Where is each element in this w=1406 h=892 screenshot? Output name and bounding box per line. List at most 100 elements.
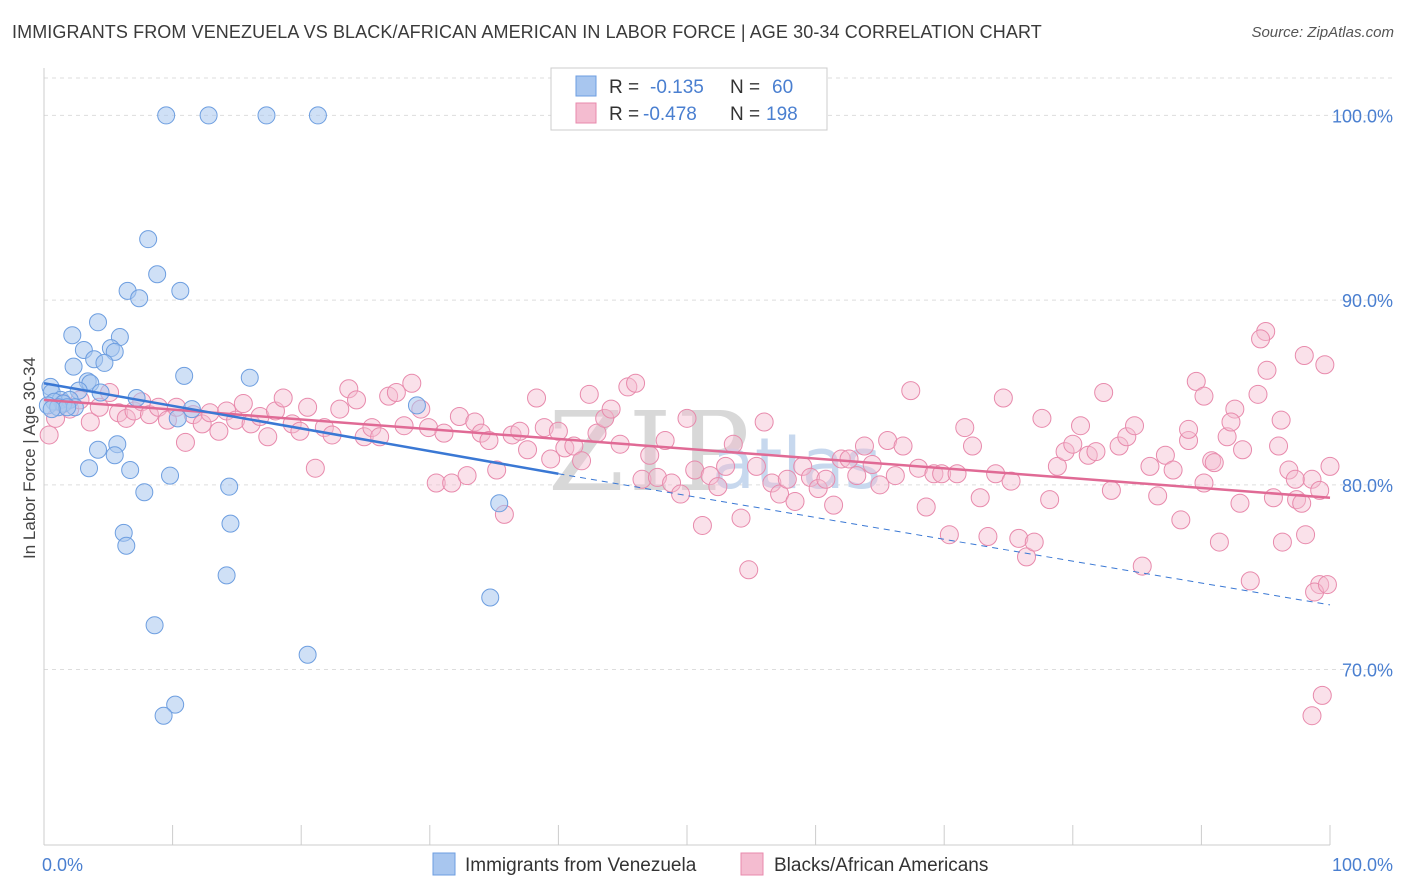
data-point-blacks (870, 475, 890, 495)
data-point-blacks (955, 418, 975, 438)
data-point-venezuela (130, 289, 149, 308)
watermark-atlas: atlas (712, 423, 881, 505)
data-point-blacks (39, 425, 59, 445)
data-point-blacks (647, 467, 667, 487)
data-point-blacks (1071, 416, 1091, 436)
legend-swatch-blue (575, 75, 597, 97)
data-point-blacks (449, 406, 469, 426)
data-point-venezuela (89, 313, 108, 332)
data-point-blacks (1163, 460, 1183, 480)
data-point-blacks (1271, 410, 1291, 430)
data-point-blacks (1202, 451, 1222, 471)
data-point-blacks (924, 464, 944, 484)
data-point-blacks (901, 381, 921, 401)
data-point-venezuela (105, 342, 124, 361)
data-point-blacks (1204, 453, 1224, 473)
data-point-blacks (1302, 469, 1322, 489)
data-point-blacks (824, 495, 844, 515)
data-point-blacks (1294, 346, 1314, 366)
data-point-venezuela (64, 357, 83, 376)
data-point-venezuela (42, 400, 61, 419)
data-point-blacks (723, 434, 743, 454)
data-point-blacks (1055, 442, 1075, 462)
legend-r-label-2: R = (609, 104, 639, 125)
data-point-blacks (626, 373, 646, 393)
data-point-blacks (1225, 399, 1245, 419)
data-point-blacks (80, 412, 100, 432)
data-point-blacks (1257, 360, 1277, 380)
y-tick-label: 70.0% (1342, 661, 1393, 681)
data-point-blacks (1040, 490, 1060, 510)
data-point-blacks (402, 373, 422, 393)
data-point-blacks (1047, 456, 1067, 476)
data-point-blacks (346, 390, 366, 410)
data-point-blacks (1117, 427, 1137, 447)
legend-r-value-2: -0.478 (643, 104, 697, 125)
data-point-venezuela (175, 366, 194, 385)
data-point-blacks (655, 430, 675, 450)
x-tick-label-start: 0.0% (42, 855, 83, 875)
y-tick-label: 80.0% (1342, 476, 1393, 496)
data-point-venezuela (161, 466, 180, 485)
tick-labels: 70.0% 80.0% 90.0% 100.0% 0.0% 100.0% (42, 106, 1393, 875)
data-point-venezuela (148, 265, 167, 284)
series-blacks-points (39, 322, 1340, 726)
data-point-blacks (465, 412, 485, 432)
source-label: Source: ZipAtlas.com (1251, 24, 1394, 41)
data-point-venezuela (240, 368, 259, 387)
data-point-venezuela (154, 706, 173, 725)
y-tick-label: 100.0% (1332, 106, 1393, 126)
data-point-blacks (1302, 706, 1322, 726)
data-point-blacks (1209, 532, 1229, 552)
data-point-venezuela (117, 536, 136, 555)
data-point-blacks (1320, 456, 1340, 476)
data-point-blacks (1024, 532, 1044, 552)
data-point-blacks (708, 477, 728, 497)
data-point-blacks (1032, 408, 1052, 428)
legend-swatch-pink (575, 102, 597, 124)
data-point-venezuela (139, 230, 158, 249)
data-point-blacks (457, 466, 477, 486)
data-point-blacks (839, 449, 859, 469)
data-point-blacks (1240, 571, 1260, 591)
data-point-blacks (746, 456, 766, 476)
data-point-blacks (1285, 469, 1305, 489)
data-point-blacks (754, 412, 774, 432)
legend-n-label-1: N = (730, 77, 760, 98)
data-point-blacks (777, 469, 797, 489)
data-point-venezuela (490, 494, 509, 513)
data-point-blacks (716, 456, 736, 476)
data-point-blacks (700, 466, 720, 486)
data-point-blacks (579, 384, 599, 404)
data-point-blacks (640, 445, 660, 465)
data-point-blacks (1171, 510, 1191, 530)
data-point-blacks (785, 491, 805, 511)
data-point-venezuela (63, 326, 82, 345)
data-point-blacks (878, 430, 898, 450)
data-point-blacks (1230, 493, 1250, 513)
data-point-blacks (1017, 547, 1037, 567)
data-point-blacks (893, 436, 913, 456)
data-point-blacks (947, 464, 967, 484)
data-point-blacks (330, 399, 350, 419)
data-point-blacks (442, 473, 462, 493)
data-point-blacks (518, 440, 538, 460)
legend-n-value-1: 60 (772, 77, 793, 98)
data-point-blacks (386, 382, 406, 402)
legend-box: R = -0.135 N = 60 R = -0.478 N = 198 (550, 67, 828, 131)
data-point-venezuela (157, 106, 176, 125)
data-point-blacks (1279, 460, 1299, 480)
bottom-legend-swatch-blue (432, 852, 456, 876)
data-point-blacks (434, 423, 454, 443)
data-point-blacks (1217, 427, 1237, 447)
data-point-blacks (731, 508, 751, 528)
data-point-blacks (1233, 440, 1253, 460)
data-point-blacks (601, 399, 621, 419)
data-point-blacks (534, 418, 554, 438)
data-point-venezuela (257, 106, 276, 125)
data-point-venezuela (199, 106, 218, 125)
data-point-blacks (1148, 486, 1168, 506)
data-point-blacks (595, 408, 615, 428)
data-point-blacks (426, 473, 446, 493)
